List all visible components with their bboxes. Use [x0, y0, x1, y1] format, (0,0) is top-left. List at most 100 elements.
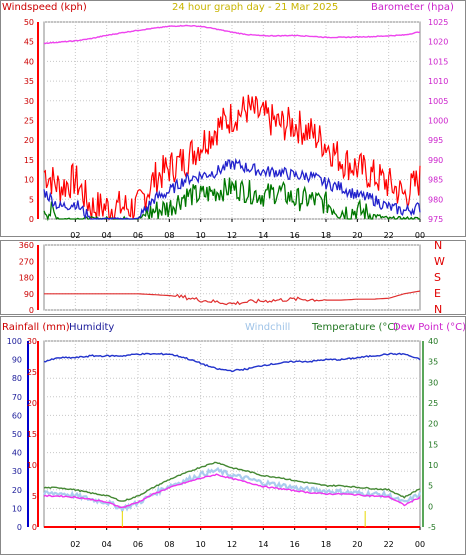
humidity-tick-label: 70	[12, 393, 22, 402]
rainfall-tick-label: 5	[32, 492, 37, 501]
x-tick-label: 02	[70, 540, 80, 549]
x-tick-label: 02	[70, 231, 80, 240]
rainfall-tick-label: 0	[32, 523, 37, 532]
y-tick-label: 35	[24, 77, 34, 86]
y-tick-label: 30	[24, 97, 34, 106]
rainfall-tick-label: 10	[27, 461, 37, 470]
series-average	[43, 157, 421, 220]
series-lull	[43, 177, 421, 222]
rainfall-title: Rainfall (mm)	[2, 322, 70, 333]
rainfall-tick-label: 20	[27, 399, 37, 408]
temperature-tick-label: -5	[428, 523, 436, 532]
x-tick-label: 22	[384, 231, 394, 240]
y-tick-label: 0	[29, 306, 34, 315]
y2-tick-label: 975	[428, 215, 443, 224]
humidity-tick-label: 30	[12, 467, 22, 476]
rainfall-tick-label: 15	[27, 430, 37, 439]
humidity-tick-label: 80	[12, 374, 22, 383]
x-tick-label: 10	[196, 540, 206, 549]
x-tick-label: 04	[102, 231, 112, 240]
compass-label: S	[434, 271, 441, 284]
compass-label: E	[434, 287, 441, 300]
y2-tick-label: 980	[428, 195, 443, 204]
humidity-tick-label: 20	[12, 486, 22, 495]
temperature-tick-label: 30	[428, 378, 438, 387]
x-tick-label: 08	[164, 540, 174, 549]
temperature-tick-label: 15	[428, 440, 438, 449]
compass-label: W	[434, 255, 445, 268]
windchill-title: Windchill	[245, 322, 290, 333]
humidity-tick-label: 100	[7, 337, 22, 346]
series-dewpoint	[43, 473, 421, 509]
y2-tick-label: 1015	[428, 57, 448, 66]
plot-lower: 0102030405060708090100051015202530-50510…	[7, 337, 438, 549]
x-tick-label: 18	[321, 231, 331, 240]
temperature-tick-label: 5	[428, 482, 433, 491]
compass-label: N	[434, 239, 442, 252]
y2-tick-label: 985	[428, 176, 443, 185]
x-tick-label: 10	[196, 231, 206, 240]
series-barometer	[43, 24, 421, 45]
humidity-tick-label: 90	[12, 356, 22, 365]
y-tick-label: 10	[24, 176, 34, 185]
plot-direction: 0 90 180 270 360	[19, 241, 421, 315]
y-tick-label: 15	[24, 156, 34, 165]
y-tick-label: 0	[29, 215, 34, 224]
x-tick-label: 14	[258, 540, 268, 549]
temperature-tick-label: 40	[428, 337, 438, 346]
rainfall-tick-label: 25	[27, 368, 37, 377]
y-tick-label: 270	[19, 257, 34, 266]
y-tick-label: 180	[19, 274, 34, 283]
y-tick-label: 90	[24, 290, 34, 299]
x-tick-label: 12	[227, 231, 237, 240]
y2-tick-label: 1025	[428, 18, 448, 27]
graph-title: 24 hour graph day - 21 Mar 2025	[172, 2, 338, 13]
x-tick-label: 18	[321, 540, 331, 549]
y2-tick-label: 990	[428, 156, 443, 165]
x-tick-label: 14	[258, 231, 268, 240]
x-tick-label: 16	[290, 231, 300, 240]
y2-tick-label: 1000	[428, 117, 448, 126]
x-tick-label: 00	[415, 540, 425, 549]
humidity-title: Humidity	[69, 322, 114, 333]
windspeed-title: Windspeed (kph)	[2, 2, 87, 13]
temperature-tick-label: 35	[428, 358, 438, 367]
y-tick-label: 45	[24, 38, 34, 47]
y2-tick-label: 995	[428, 136, 443, 145]
series-direction	[44, 290, 421, 306]
temperature-title: Temperature (°C)	[311, 322, 398, 333]
barometer-title: Barometer (hpa)	[371, 2, 454, 13]
humidity-tick-label: 60	[12, 411, 22, 420]
y-tick-label: 50	[24, 18, 34, 27]
x-tick-label: 04	[102, 540, 112, 549]
y2-tick-label: 1010	[428, 77, 448, 86]
y-tick-label: 360	[19, 241, 34, 250]
humidity-tick-label: 50	[12, 430, 22, 439]
series-temperature	[43, 461, 421, 502]
x-tick-label: 20	[352, 540, 362, 549]
series-humidity	[43, 352, 421, 373]
y-tick-label: 5	[29, 195, 34, 204]
temperature-tick-label: 10	[428, 461, 438, 470]
x-tick-label: 08	[164, 231, 174, 240]
y-tick-label: 25	[24, 117, 34, 126]
y2-tick-label: 1020	[428, 38, 448, 47]
rainfall-tick-label: 30	[27, 337, 37, 346]
x-tick-label: 22	[384, 540, 394, 549]
x-tick-label: 00	[415, 231, 425, 240]
x-tick-label: 06	[133, 231, 143, 240]
temperature-tick-label: 20	[428, 420, 438, 429]
humidity-tick-label: 40	[12, 449, 22, 458]
x-tick-label: 12	[227, 540, 237, 549]
x-tick-label: 16	[290, 540, 300, 549]
x-tick-label: 06	[133, 540, 143, 549]
humidity-tick-label: 10	[12, 504, 22, 513]
temperature-tick-label: 0	[428, 502, 433, 511]
y-tick-label: 20	[24, 136, 34, 145]
humidity-tick-label: 0	[17, 523, 22, 532]
y-tick-label: 40	[24, 57, 34, 66]
plot-wind: 0510152025303540455097598098599099510001…	[24, 18, 449, 240]
x-tick-label: 20	[352, 231, 362, 240]
compass-label: N	[434, 303, 442, 316]
